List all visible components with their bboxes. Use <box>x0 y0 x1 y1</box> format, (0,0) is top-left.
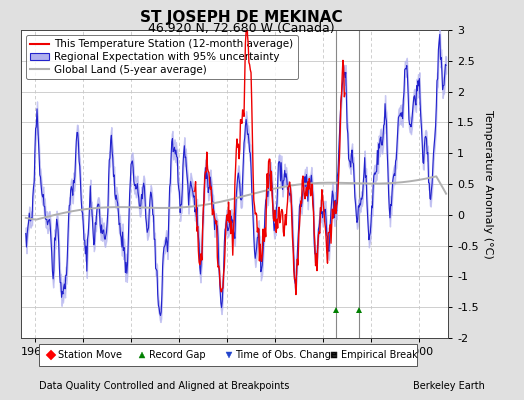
FancyBboxPatch shape <box>39 344 417 366</box>
Text: Record Gap: Record Gap <box>149 350 205 360</box>
Text: Station Move: Station Move <box>58 350 122 360</box>
Text: Time of Obs. Change: Time of Obs. Change <box>235 350 337 360</box>
Text: Empirical Break: Empirical Break <box>341 350 418 360</box>
Text: Data Quality Controlled and Aligned at Breakpoints: Data Quality Controlled and Aligned at B… <box>39 381 290 391</box>
Y-axis label: Temperature Anomaly (°C): Temperature Anomaly (°C) <box>483 110 493 258</box>
Text: ST JOSEPH DE MEKINAC: ST JOSEPH DE MEKINAC <box>140 10 342 25</box>
Text: 46.920 N, 72.680 W (Canada): 46.920 N, 72.680 W (Canada) <box>148 22 334 35</box>
Legend: This Temperature Station (12-month average), Regional Expectation with 95% uncer: This Temperature Station (12-month avera… <box>26 35 298 79</box>
Text: Berkeley Earth: Berkeley Earth <box>413 381 485 391</box>
